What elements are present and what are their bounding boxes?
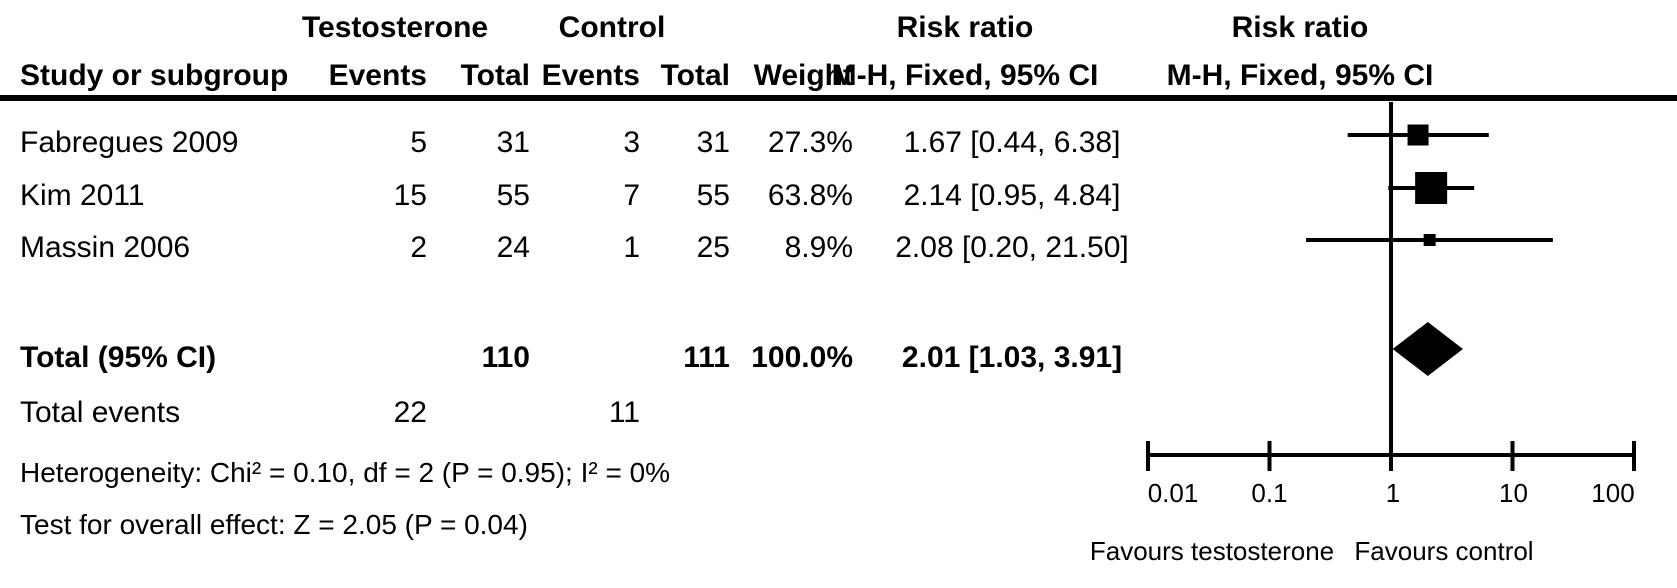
heterogeneity-text: Heterogeneity: Chi² = 0.10, df = 2 (P = … <box>20 457 671 488</box>
header-mh-left: M-H, Fixed, 95% CI <box>831 59 1099 92</box>
point-estimate-square <box>1407 124 1429 146</box>
header-study-col: Study or subgroup <box>20 59 289 92</box>
control-events-cell: 3 <box>623 126 640 159</box>
ci-text-cell: 2.08 [0.20, 21.50] <box>895 231 1129 264</box>
testosterone-total-cell: 31 <box>496 126 530 159</box>
favours-left-label: Favours testosterone <box>1089 536 1335 566</box>
x-axis-tick <box>1632 441 1636 471</box>
header-total-testosterone: Total <box>460 59 530 92</box>
axis-tick-label: 10 <box>1499 478 1528 508</box>
total-label: Total (95% CI) <box>20 341 217 374</box>
axis-tick-label: 0.01 <box>1147 478 1199 508</box>
study-name: Fabregues 2009 <box>20 126 239 159</box>
header-total-control: Total <box>660 59 730 92</box>
header-weight: Weight <box>753 59 853 92</box>
x-axis-tick <box>1267 441 1272 471</box>
header-risk-ratio-left: Risk ratio <box>896 11 1034 44</box>
point-estimate-square <box>1415 172 1448 204</box>
pooled-diamond <box>1392 322 1463 376</box>
control-total-cell: 25 <box>696 231 730 264</box>
study-name: Kim 2011 <box>20 179 145 212</box>
testosterone-total-cell: 24 <box>496 231 530 264</box>
header-mh-right: M-H, Fixed, 95% CI <box>1166 59 1434 92</box>
testosterone-events-cell: 2 <box>410 231 427 264</box>
testosterone-events-cell: 15 <box>393 179 427 212</box>
total-ci-text: 2.01 [1.03, 3.91] <box>901 341 1123 374</box>
ci-text-cell: 2.14 [0.95, 4.84] <box>903 179 1121 212</box>
weight-cell: 63.8% <box>767 179 853 212</box>
header-group-testosterone: Testosterone <box>301 11 489 44</box>
weight-cell: 8.9% <box>784 231 853 264</box>
total-total-testosterone: 110 <box>481 341 530 374</box>
weight-cell: 27.3% <box>767 126 853 159</box>
testosterone-events-cell: 5 <box>410 126 427 159</box>
total-events-testosterone: 22 <box>393 396 427 429</box>
ci-text-cell: 1.67 [0.44, 6.38] <box>903 126 1121 159</box>
header-events-control: Events <box>541 59 640 92</box>
control-events-cell: 7 <box>623 179 640 212</box>
study-name: Massin 2006 <box>20 231 191 264</box>
testosterone-total-cell: 55 <box>496 179 530 212</box>
header-rule <box>0 95 1677 101</box>
header-risk-ratio-right: Risk ratio <box>1231 11 1369 44</box>
favours-right-label: Favours control <box>1354 536 1534 566</box>
axis-tick-label: 1 <box>1385 478 1401 508</box>
control-events-cell: 1 <box>623 231 640 264</box>
total-events-control: 11 <box>608 396 640 429</box>
axis-tick-label: 0.1 <box>1251 478 1288 508</box>
header-events-testosterone: Events <box>328 59 427 92</box>
point-estimate-square <box>1423 234 1436 246</box>
total-events-label: Total events <box>20 396 181 429</box>
x-axis-tick <box>1389 441 1393 471</box>
control-total-cell: 31 <box>696 126 730 159</box>
control-total-cell: 55 <box>696 179 730 212</box>
total-weight: 100.0% <box>751 341 853 374</box>
overall-effect-text: Test for overall effect: Z = 2.05 (P = 0… <box>20 509 528 540</box>
x-axis-tick <box>1510 441 1515 471</box>
header-group-control: Control <box>558 11 666 44</box>
no-effect-line <box>1389 102 1393 471</box>
x-axis-tick <box>1146 441 1150 471</box>
axis-tick-label: 100 <box>1591 478 1635 508</box>
total-total-control: 111 <box>683 341 730 374</box>
